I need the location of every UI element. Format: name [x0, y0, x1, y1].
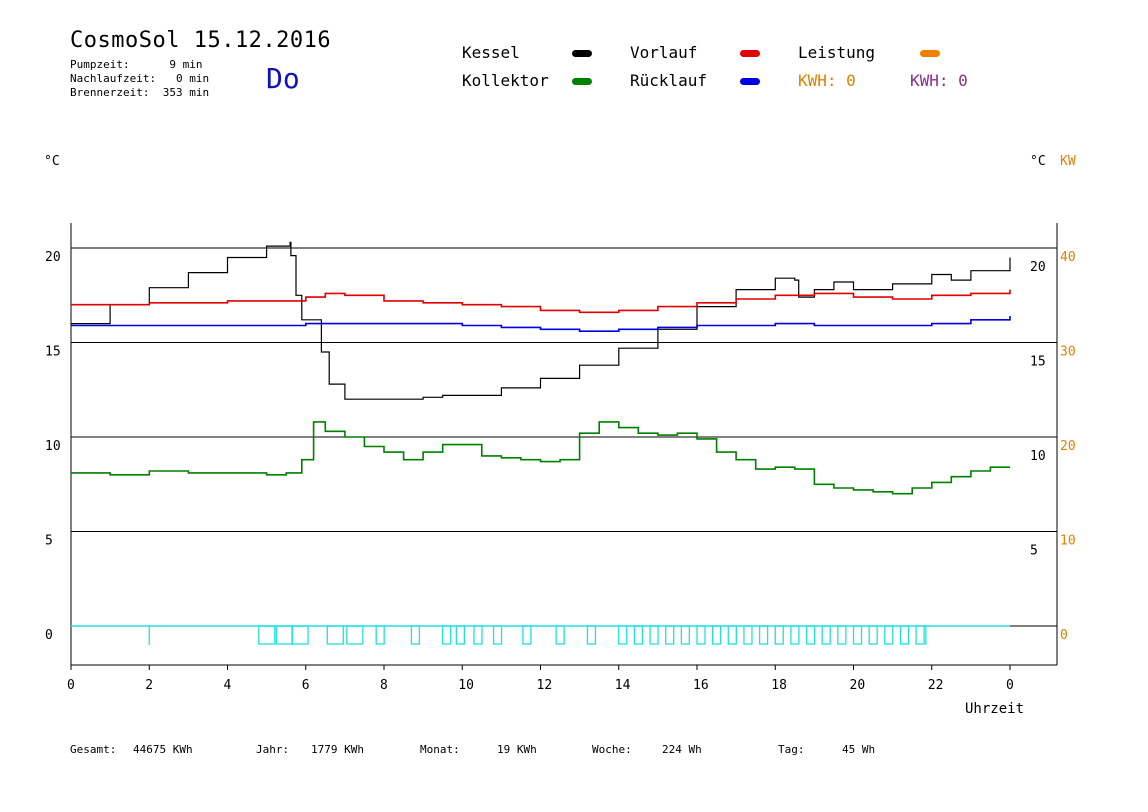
- chart-title: CosmoSol 15.12.2016: [70, 28, 332, 53]
- pump-pulse: [633, 625, 644, 645]
- pump-pulse: [727, 625, 737, 645]
- pump-pulse: [837, 625, 847, 645]
- stat-monat-value: 19 KWh: [497, 743, 537, 756]
- left-tick-label: 20: [45, 250, 61, 265]
- pump-pulse: [442, 625, 452, 645]
- pump-pulse: [665, 625, 675, 645]
- legend-leistung-swatch: [920, 50, 940, 57]
- right-tick-label-kw: 10: [1060, 534, 1076, 549]
- right-unit-c-label: °C: [1030, 154, 1046, 169]
- right-tick-label-kw: 20: [1060, 439, 1076, 454]
- pump-time-line: Pumpzeit: 9 min: [70, 58, 203, 71]
- pump-pulse: [805, 625, 816, 645]
- right-tick-label-c: 5: [1030, 544, 1038, 559]
- stat-tag-label: Tag:: [778, 743, 805, 756]
- x-tick-label: 20: [850, 678, 866, 693]
- pump-pulse: [680, 625, 690, 645]
- nachlauf-time-line: Nachlaufzeit: 0 min: [70, 72, 210, 85]
- pump-pulse: [618, 625, 628, 645]
- x-tick-label: 2: [145, 678, 153, 693]
- pump-pulse: [473, 625, 483, 645]
- legend-kessel-label: Kessel: [462, 43, 520, 62]
- x-tick-label: 4: [224, 678, 232, 693]
- pump-pulse: [899, 625, 910, 645]
- legend-kollektor-label: Kollektor: [462, 71, 549, 90]
- pump-pulse: [410, 625, 421, 645]
- right-unit-kw-label: KW: [1060, 154, 1076, 169]
- left-tick-label: 0: [45, 628, 53, 643]
- x-tick-label: 22: [928, 678, 944, 693]
- pump-pulse: [852, 625, 863, 645]
- right-tick-label-kw: 30: [1060, 345, 1076, 360]
- legend-leistung-label: Leistung: [798, 43, 876, 62]
- stat-woche-value: 224 Wh: [662, 743, 702, 756]
- x-tick-label: 16: [693, 678, 709, 693]
- left-unit-label: °C: [44, 154, 60, 169]
- pump-pulse: [915, 625, 925, 645]
- right-tick-label-c: 15: [1030, 355, 1046, 370]
- stat-tag-value: 45 Wh: [842, 743, 876, 756]
- series-vorlauf-line: [71, 289, 1011, 314]
- x-tick-label: 0: [67, 678, 75, 693]
- x-tick-label: 18: [771, 678, 787, 693]
- pump-pulse: [649, 625, 659, 645]
- legend-kollektor-swatch: [572, 78, 592, 85]
- pump-pulse: [774, 625, 784, 645]
- pump-pulse: [346, 625, 364, 645]
- pump-pulse: [492, 625, 503, 645]
- pump-pulse: [868, 625, 878, 645]
- right-tick-label-kw: 0: [1060, 628, 1068, 643]
- legend-ruecklauf-swatch: [740, 78, 760, 85]
- pump-pulse: [455, 625, 466, 645]
- right-tick-label-kw: 40: [1060, 250, 1076, 265]
- right-tick-label-c: 20: [1030, 260, 1046, 275]
- pump-pulse: [884, 625, 894, 645]
- left-tick-label: 15: [45, 345, 61, 360]
- pump-pulse: [258, 625, 276, 645]
- x-tick-label: 10: [458, 678, 474, 693]
- left-tick-label: 5: [45, 534, 53, 549]
- x-tick-label: 14: [615, 678, 631, 693]
- x-tick-label: 6: [302, 678, 310, 693]
- pump-pulse: [712, 625, 722, 645]
- right-tick-label-c: 10: [1030, 449, 1046, 464]
- pump-pulse: [375, 625, 385, 645]
- x-tick-label: 0: [1006, 678, 1014, 693]
- series-ruecklauf-line: [71, 316, 1011, 332]
- stat-gesamt-label: Gesamt:: [70, 743, 117, 756]
- pump-pulse: [743, 625, 753, 645]
- legend-vorlauf-label: Vorlauf: [630, 43, 698, 62]
- stat-jahr-label: Jahr:: [256, 743, 290, 756]
- left-tick-label: 10: [45, 439, 61, 454]
- pump-pulse: [522, 625, 532, 645]
- pump-pulse: [291, 625, 309, 645]
- stat-gesamt-value: 44675 KWh: [133, 743, 193, 756]
- pump-pulse: [586, 625, 597, 645]
- pump-pulse: [555, 625, 565, 645]
- x-tick-label: 8: [380, 678, 388, 693]
- legend-kwh-orange: KWH: 0: [798, 71, 856, 90]
- stat-woche-label: Woche:: [592, 743, 632, 756]
- x-axis-label: Uhrzeit: [965, 701, 1025, 717]
- x-tick-label: 12: [537, 678, 553, 693]
- legend-vorlauf-swatch: [740, 50, 760, 57]
- stat-jahr-value: 1779 KWh: [311, 743, 364, 756]
- brenner-time-line: Brennerzeit: 353 min: [70, 86, 210, 99]
- pump-pulse: [326, 625, 344, 645]
- pump-pulse: [758, 625, 769, 645]
- legend-ruecklauf-label: Rücklauf: [630, 71, 708, 90]
- pump-pulse: [821, 625, 831, 645]
- stat-monat-label: Monat:: [420, 743, 460, 756]
- series-kessel-line: [71, 241, 1011, 400]
- pump-pulse: [275, 625, 294, 645]
- pump-pulse: [696, 625, 706, 645]
- series-kollektor-line: [71, 421, 1010, 495]
- pump-pulse: [790, 625, 800, 645]
- legend-kwh-purple: KWH: 0: [910, 71, 968, 90]
- weekday-label: Do: [266, 62, 300, 95]
- legend-kessel-swatch: [572, 50, 592, 57]
